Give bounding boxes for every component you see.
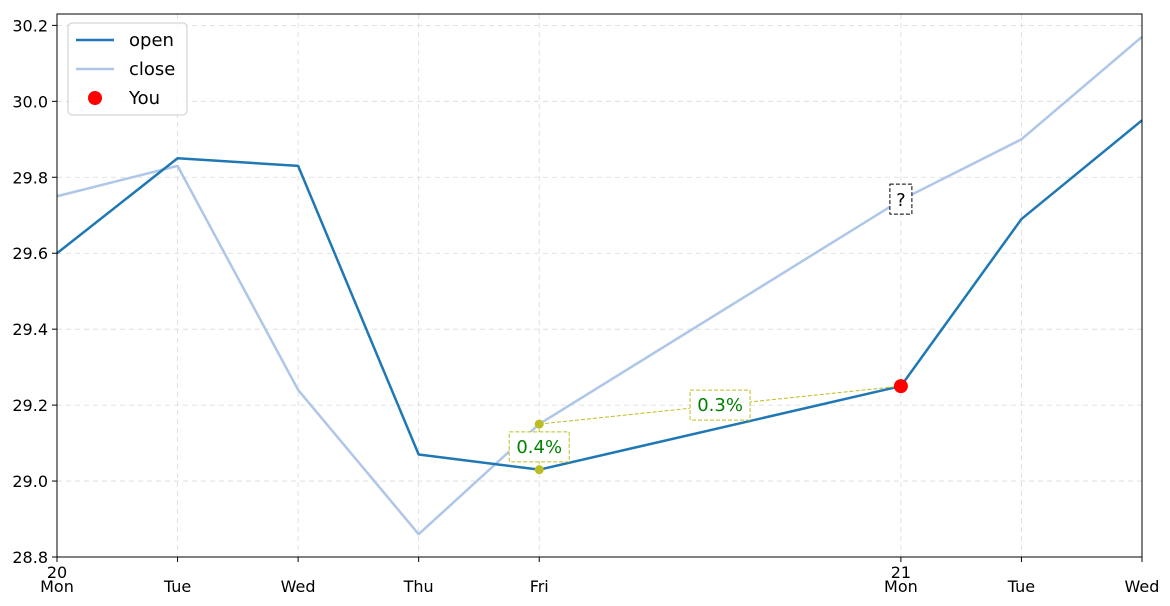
change-label: 0.3%: [697, 395, 743, 416]
y-axis: 28.8 29.0 29.2 29.4 29.6 29.8 30.0 30.2: [12, 16, 57, 567]
series-layer: [56, 35, 1143, 536]
x-tick-label: Fri: [530, 577, 549, 596]
y-tick-label: 29.2: [12, 396, 48, 415]
legend-swatch-you: [88, 91, 102, 105]
x-tick-label: Mon: [40, 577, 74, 596]
legend-label: You: [128, 88, 160, 109]
y-tick-label: 29.0: [12, 472, 48, 491]
x-tick-label: Wed: [281, 577, 316, 596]
x-tick-label: Wed: [1125, 577, 1160, 596]
you-marker: [893, 379, 908, 394]
plot-frame: [56, 13, 1143, 558]
y-tick-label: 29.8: [12, 168, 48, 187]
series-line-close: [56, 35, 1143, 536]
y-tick-label: 29.4: [12, 320, 48, 339]
x-tick-label: Mon: [884, 577, 918, 596]
y-tick-label: 30.0: [12, 92, 48, 111]
x-tick-label: Tue: [163, 577, 191, 596]
unknown-label-box: [889, 183, 913, 215]
legend-label: close: [129, 59, 175, 80]
x-tick-label: Tue: [1007, 577, 1035, 596]
change-label-box: [689, 389, 751, 421]
gap-point-low: [534, 465, 544, 475]
x-tick-label-top: 20: [47, 563, 67, 582]
legend: open close You: [67, 22, 188, 116]
series-line-open: [56, 119, 1143, 471]
unknown-label: ?: [896, 190, 906, 211]
x-tick-label-top: 21: [891, 563, 911, 582]
annotation-layer: 0.4% 0.3%?: [508, 183, 913, 475]
legend-label: open: [129, 30, 174, 51]
grid-lines: [56, 14, 1143, 558]
gap-label-box: [508, 431, 570, 463]
y-tick-label: 29.6: [12, 244, 48, 263]
y-tick-label: 28.8: [12, 548, 48, 567]
x-tick-label: Thu: [403, 577, 434, 596]
gap-label: 0.4%: [516, 437, 562, 458]
y-tick-label: 30.2: [12, 16, 48, 35]
